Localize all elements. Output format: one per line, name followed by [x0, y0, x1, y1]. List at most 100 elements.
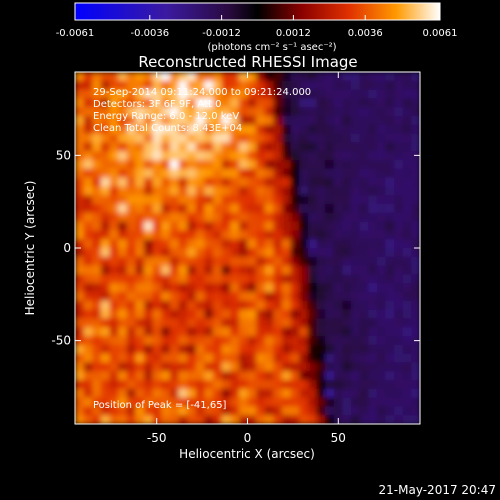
heatmap-cell	[75, 265, 85, 275]
heatmap-cell	[238, 177, 249, 187]
heatmap-cell	[204, 195, 214, 205]
heatmap-cell	[342, 186, 352, 196]
heatmap-cell	[299, 336, 309, 346]
heatmap-cell	[83, 283, 93, 293]
heatmap-cell	[402, 380, 412, 390]
heatmap-cell	[178, 248, 188, 258]
heatmap-cell	[169, 397, 180, 407]
heatmap-cell	[411, 151, 420, 161]
heatmap-cell	[402, 124, 412, 135]
heatmap-cell	[256, 327, 266, 337]
heatmap-cell	[307, 353, 318, 363]
heatmap-cell	[264, 406, 274, 416]
heatmap-cell	[376, 160, 387, 170]
heatmap-cell	[273, 362, 283, 372]
heatmap-cell	[83, 177, 93, 187]
heatmap-cell	[169, 292, 180, 302]
heatmap-cell	[256, 353, 266, 363]
heatmap-cell	[290, 133, 300, 143]
heatmap-cell	[351, 221, 361, 231]
heatmap-cell	[256, 80, 266, 91]
heatmap-cell	[325, 239, 335, 249]
heatmap-cell	[238, 124, 249, 135]
heatmap-cell	[178, 415, 188, 424]
heatmap-cell	[402, 327, 412, 337]
heatmap-cell	[282, 168, 292, 179]
heatmap-cell	[109, 195, 119, 205]
heatmap-cell	[152, 406, 162, 416]
heatmap-cell	[135, 80, 145, 91]
heatmap-cell	[187, 98, 197, 108]
heatmap-cell	[126, 89, 136, 99]
heatmap-cell	[109, 397, 119, 407]
heatmap-cell	[385, 415, 395, 424]
heatmap-cell	[230, 160, 240, 170]
heatmap-cell	[333, 309, 343, 319]
heatmap-cell	[290, 256, 300, 267]
heatmap-cell	[376, 80, 387, 91]
heatmap-cell	[256, 186, 266, 196]
heatmap-cell	[204, 248, 214, 258]
heatmap-cell	[230, 344, 240, 355]
heatmap-cell	[299, 98, 309, 108]
heatmap-cell	[187, 353, 197, 363]
heatmap-cell	[351, 107, 361, 117]
heatmap-cell	[238, 72, 249, 82]
heatmap-cell	[402, 80, 412, 91]
heatmap-cell	[83, 212, 93, 223]
heatmap-cell	[351, 344, 361, 355]
heatmap-cell	[333, 107, 343, 117]
heatmap-cell	[109, 221, 119, 231]
heatmap-cell	[264, 124, 274, 135]
heatmap-cell	[126, 362, 136, 372]
heatmap-cell	[333, 327, 343, 337]
heatmap-cell	[256, 177, 266, 187]
heatmap-cell	[368, 133, 378, 143]
heatmap-cell	[411, 256, 420, 267]
heatmap-cell	[204, 397, 214, 407]
heatmap-cell	[126, 318, 136, 328]
heatmap-cell	[92, 116, 102, 126]
heatmap-cell	[75, 283, 85, 293]
heatmap-cell	[394, 133, 404, 143]
heatmap-cell	[411, 248, 420, 258]
heatmap-cell	[238, 336, 249, 346]
heatmap-cell	[282, 388, 292, 399]
heatmap-cell	[161, 116, 171, 126]
heatmap-cell	[264, 98, 274, 108]
heatmap-cell	[264, 353, 274, 363]
heatmap-cell	[368, 318, 378, 328]
heatmap-cell	[307, 212, 318, 223]
heatmap-cell	[144, 168, 154, 179]
heatmap-cell	[411, 204, 420, 214]
heatmap-cell	[118, 186, 128, 196]
heatmap-cell	[195, 309, 205, 319]
heatmap-cell	[247, 168, 257, 179]
heatmap-cell	[187, 89, 197, 99]
heatmap-cell	[359, 371, 369, 381]
heatmap-cell	[161, 168, 171, 179]
heatmap-cell	[264, 248, 274, 258]
heatmap-cell	[169, 318, 180, 328]
heatmap-cell	[238, 151, 249, 161]
heatmap-cell	[394, 274, 404, 284]
heatmap-cell	[126, 142, 136, 152]
heatmap-cell	[135, 89, 145, 99]
heatmap-cell	[161, 151, 171, 161]
heatmap-cell	[333, 397, 343, 407]
heatmap-cell	[394, 239, 404, 249]
heatmap-cell	[247, 309, 257, 319]
heatmap-cell	[213, 160, 223, 170]
heatmap-cell	[230, 256, 240, 267]
heatmap-cell	[230, 274, 240, 284]
colorbar-ticks: -0.0061 -0.0036 -0.0012 0.0012 0.0036 0.0061	[56, 15, 458, 39]
heatmap-cell	[394, 292, 404, 302]
heatmap-cell	[109, 256, 119, 267]
heatmap-cell	[92, 248, 102, 258]
heatmap-cell	[221, 397, 231, 407]
y-tick-label: 50	[56, 148, 71, 162]
heatmap-cell	[169, 336, 180, 346]
heatmap-cell	[135, 397, 145, 407]
heatmap-cell	[333, 124, 343, 135]
heatmap-cell	[144, 124, 154, 135]
